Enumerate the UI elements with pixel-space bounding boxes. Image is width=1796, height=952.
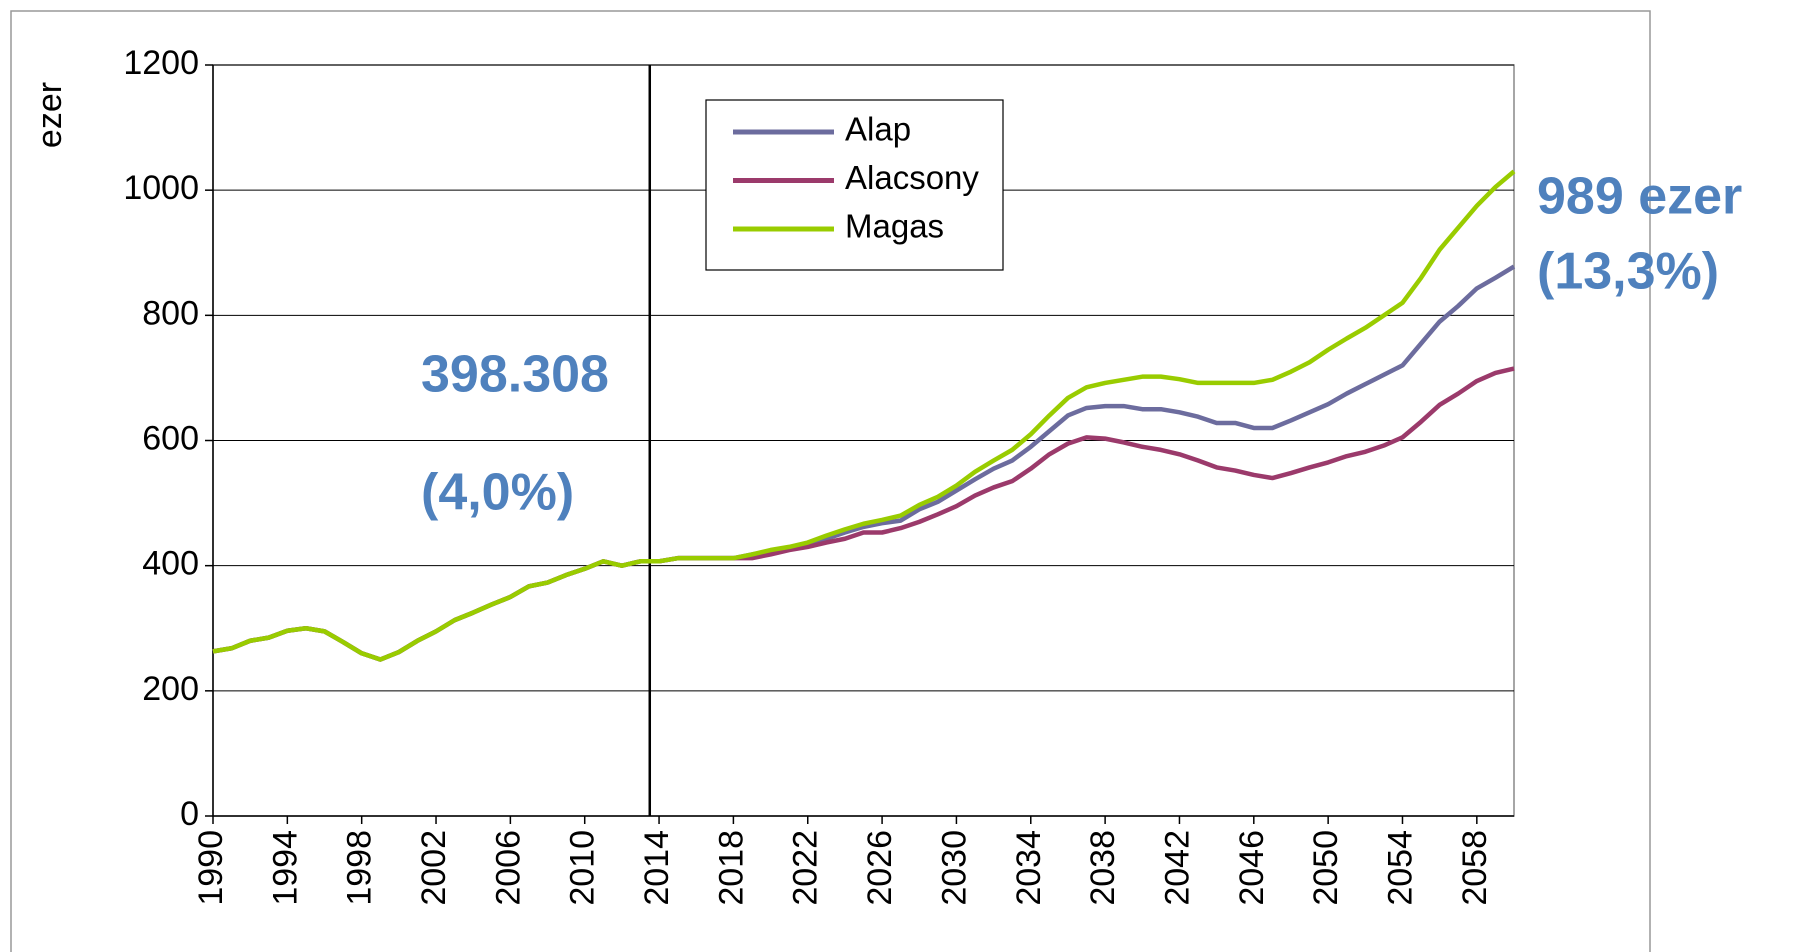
annotation: 989 ezer xyxy=(1537,168,1742,226)
legend-box xyxy=(705,99,1004,271)
x-tick-label: 2038 xyxy=(1084,830,1122,906)
x-tick-label: 2054 xyxy=(1381,830,1419,906)
x-tick-label: 1994 xyxy=(266,830,304,906)
y-tick-label: 200 xyxy=(142,670,199,708)
y-tick-label: 0 xyxy=(180,795,199,833)
x-tick-label: 2018 xyxy=(712,830,750,906)
x-tick-label: 2046 xyxy=(1233,830,1271,906)
legend-label: Magas xyxy=(845,208,944,245)
x-tick-label: 2010 xyxy=(564,830,602,906)
x-tick-label: 1990 xyxy=(192,830,230,906)
annotation: (13,3%) xyxy=(1537,243,1719,301)
y-tick-label: 400 xyxy=(142,545,199,583)
x-tick-label: 2022 xyxy=(787,830,825,906)
legend-label: Alacsony xyxy=(845,159,979,196)
annotation: (4,0%) xyxy=(421,464,574,522)
chart-border xyxy=(10,10,1651,952)
series-line xyxy=(212,366,1515,662)
x-tick-label: 1998 xyxy=(341,830,379,906)
x-tick-label: 2006 xyxy=(489,830,527,906)
y-tick-label: 600 xyxy=(142,419,199,457)
x-tick-label: 2034 xyxy=(1010,830,1048,906)
y-axis-label: ezer xyxy=(31,82,69,148)
y-tick-label: 1200 xyxy=(123,44,199,82)
x-tick-label: 2058 xyxy=(1456,830,1494,906)
x-tick-label: 2030 xyxy=(935,830,973,906)
legend-label: Alap xyxy=(845,111,911,148)
x-tick-label: 2002 xyxy=(415,830,453,906)
annotation: 398.308 xyxy=(421,346,609,404)
y-tick-label: 1000 xyxy=(123,169,199,207)
x-tick-label: 2042 xyxy=(1158,830,1196,906)
series-line xyxy=(212,169,1516,662)
x-tick-label: 2014 xyxy=(638,830,676,906)
x-tick-label: 2026 xyxy=(861,830,899,906)
x-tick-label: 2050 xyxy=(1307,830,1345,906)
y-tick-label: 800 xyxy=(142,294,199,332)
